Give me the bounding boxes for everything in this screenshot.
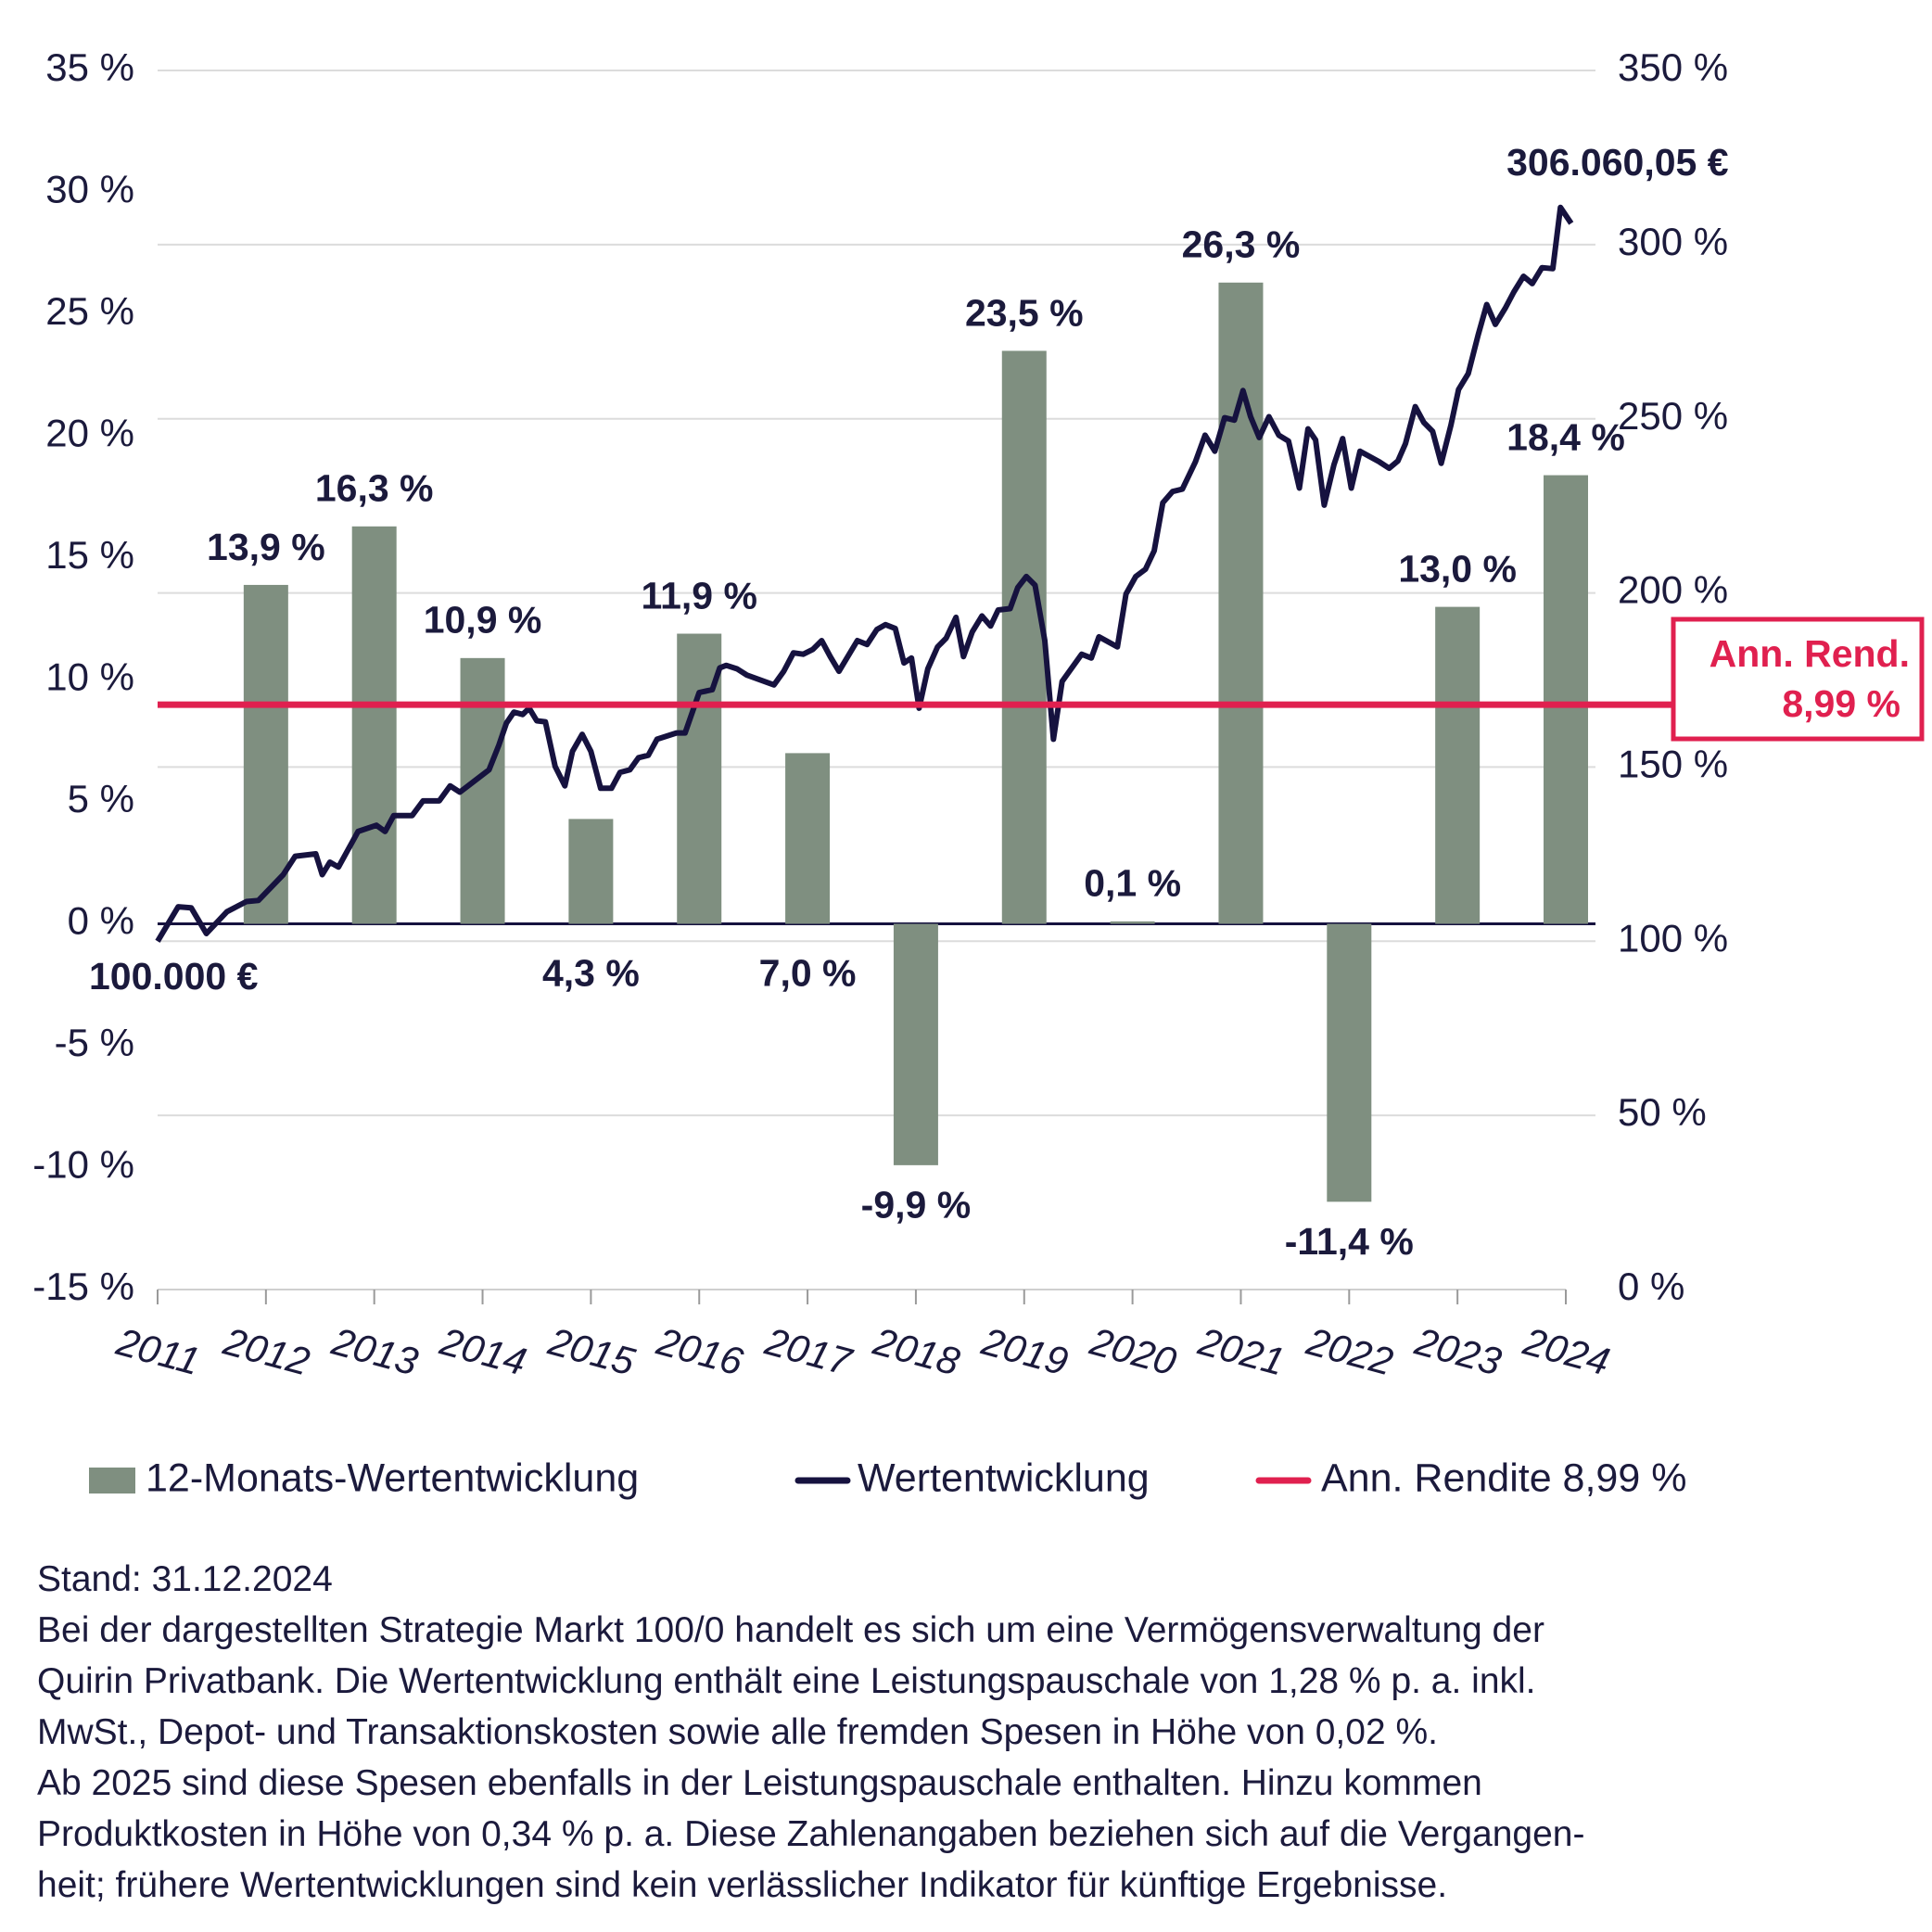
y2-tick-label: 100 % [1618,916,1728,960]
bar [351,526,397,924]
x-tick-label: 2024 [1519,1319,1614,1384]
bar [893,923,938,1165]
y2-tick-label: 250 % [1618,394,1728,438]
y2-tick-label: 50 % [1618,1090,1707,1134]
data-label: 13,0 % [1398,547,1517,590]
data-label: 23,5 % [965,291,1084,334]
data-label: 0,1 % [1084,862,1181,905]
footnote: Stand: 31.12.2024 [37,1559,333,1599]
bar [1001,350,1047,924]
x-tick-label: 2023 [1410,1319,1506,1384]
data-label: 13,9 % [207,526,325,568]
x-tick-label: 2020 [1085,1319,1181,1384]
y-tick-label: 15 % [45,533,134,577]
x-tick-label: 2019 [976,1319,1072,1384]
x-tick-label: 2017 [760,1319,858,1384]
x-tick-label: 2021 [1193,1319,1289,1384]
legend-label: Ann. Rendite 8,99 % [1321,1455,1686,1500]
y2-tick-label: 0 % [1618,1265,1684,1308]
start-label: 100.000 € [89,955,259,998]
bar [1435,606,1481,924]
data-label: 11,9 % [642,574,757,616]
footnote: Produktkosten in Höhe von 0,34 % p. a. D… [37,1814,1584,1854]
y2-tick-label: 200 % [1618,568,1728,612]
reference-box [1671,616,1925,742]
data-label: -9,9 % [861,1184,972,1227]
legend-swatch [89,1468,135,1493]
y2-tick-label: 350 % [1618,45,1728,89]
y-tick-label: 25 % [45,289,134,333]
data-label: 7,0 % [759,951,857,994]
line [155,204,1574,943]
reference-value: 8,99 % [1782,682,1900,725]
y2-tick-label: 300 % [1618,220,1728,263]
x-tick-label: 2015 [543,1319,640,1384]
y-tick-label: -5 % [55,1021,134,1064]
data-label: -11,4 % [1285,1220,1414,1263]
bar [460,657,505,924]
bar [568,819,614,924]
bar [243,584,288,924]
data-label: 18,4 % [1506,415,1625,458]
bar [1218,282,1264,924]
data-label: 4,3 % [542,951,640,994]
legend-label: Wertentwicklung [858,1455,1150,1500]
footnote: MwSt., Depot- und Transaktionskosten sow… [37,1712,1438,1752]
footnote: Ab 2025 sind diese Spesen ebenfalls in d… [37,1763,1482,1803]
y-tick-label: -10 % [32,1143,134,1187]
x-tick-label: 2012 [219,1319,314,1384]
x-tick-label: 2011 [111,1319,204,1383]
footnote: heit; frühere Wertentwicklungen sind kei… [37,1865,1447,1905]
legend-label: 12-Monats-Wertentwicklung [146,1455,639,1500]
y-tick-label: 20 % [45,412,134,455]
y2-tick-label: 150 % [1618,743,1728,786]
data-label: 10,9 % [424,599,542,642]
reference-label: Ann. Rend. [1710,632,1910,675]
x-tick-label: 2013 [326,1319,422,1384]
bar [1544,475,1588,924]
y-tick-label: 0 % [68,899,134,943]
data-label: 26,3 % [1182,223,1301,266]
bar [1110,921,1155,924]
x-tick-label: 2014 [435,1319,530,1384]
bar [1327,923,1372,1202]
x-tick-label: 2018 [869,1319,965,1384]
y-tick-label: 35 % [45,45,134,89]
x-tick-label: 2022 [1302,1319,1397,1384]
y-tick-label: -15 % [32,1265,134,1308]
footnote: Bei der dargestellten Strategie Markt 10… [37,1610,1544,1650]
data-label: 16,3 % [315,467,434,510]
x-tick-label: 2016 [652,1319,748,1384]
bar [785,753,831,924]
y-tick-label: 5 % [68,777,134,820]
footnote: Quirin Privatbank. Die Wertentwicklung e… [37,1661,1536,1701]
y-tick-label: 10 % [45,655,134,699]
end-label: 306.060,05 € [1506,141,1729,184]
y-tick-label: 30 % [45,168,134,211]
